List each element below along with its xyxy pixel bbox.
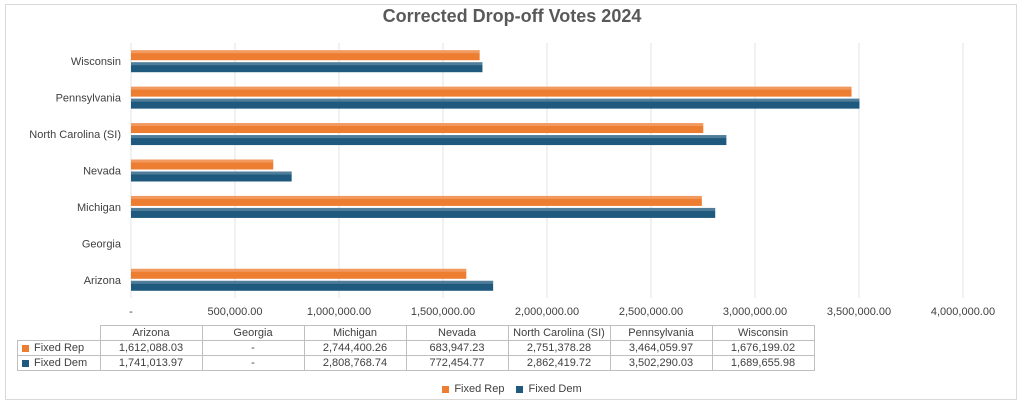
data-table-row-header: Fixed Dem <box>17 355 101 371</box>
legend-swatch <box>516 385 524 393</box>
bar-highlight <box>131 159 274 163</box>
bar-chart: Arizona Georgia Michigan Nevada North Caroli… <box>29 43 995 318</box>
x-tick-label: 3,000,000.00 <box>723 306 787 318</box>
bar-highlight <box>131 86 852 90</box>
category-label: Georgia <box>82 238 122 250</box>
x-tick-label: 3,500,000.00 <box>827 306 891 318</box>
bar-highlight <box>131 195 702 199</box>
data-table-cell: 1,612,088.03 <box>99 340 203 356</box>
legend-swatch <box>442 385 450 393</box>
data-table-cell: 2,862,419.72 <box>507 355 611 371</box>
bar-fixed-dem <box>131 171 292 182</box>
bar <box>131 195 702 206</box>
bar-highlight <box>131 135 727 139</box>
bar-highlight <box>131 98 860 102</box>
data-table-cell: 1,689,655.98 <box>711 355 815 371</box>
data-table-header: Arizona Georgia Michigan Nevada North Caroli… <box>17 325 815 341</box>
bars <box>131 50 860 291</box>
data-table-row: Fixed Dem 1,741,013.97-2,808,768.74 772,45… <box>17 355 815 371</box>
bar-fixed-dem <box>131 62 483 73</box>
bar <box>131 62 483 73</box>
data-table-column-header: Pennsylvania <box>609 325 713 341</box>
category-label: Arizona <box>84 275 122 287</box>
category-label: Pennsylvania <box>56 93 122 105</box>
bar-fixed-rep <box>131 123 704 134</box>
data-table-column-header: Michigan <box>303 325 407 341</box>
x-tick-label: 1,000,000.00 <box>307 306 371 318</box>
bar <box>131 268 467 279</box>
data-table-column-header: Wisconsin <box>711 325 815 341</box>
bar-highlight <box>131 280 494 284</box>
data-table-cell: 1,741,013.97 <box>99 355 203 371</box>
bar <box>131 280 494 291</box>
bar <box>131 135 727 146</box>
bar-fixed-rep <box>131 195 702 206</box>
bar-fixed-dem <box>131 280 494 291</box>
data-table-cell: 772,454.77 <box>405 355 509 371</box>
category-label: North Carolina (SI) <box>29 129 121 141</box>
x-tick-label: 500,000.00 <box>207 306 262 318</box>
chart-title: Corrected Drop-off Votes 2024 <box>382 6 642 26</box>
gridlines <box>130 43 964 298</box>
category-label: Michigan <box>77 202 121 214</box>
data-table-row: Fixed Rep 1,612,088.03-2,744,400.26 683,94… <box>17 340 815 356</box>
bar <box>131 207 716 218</box>
bar <box>131 50 480 61</box>
bar-highlight <box>131 62 483 66</box>
bar-fixed-dem <box>131 135 727 146</box>
data-table-column-header: Georgia <box>201 325 305 341</box>
data-table-cell: - <box>201 340 305 356</box>
x-tick-label: 1,500,000.00 <box>411 306 475 318</box>
tick-labels: - 500,000.00 1,000,000.00 1,500,000.00 2,000… <box>129 306 995 318</box>
x-tick-label: 2,500,000.00 <box>619 306 683 318</box>
legend-entry: Fixed Rep <box>442 383 504 395</box>
data-table: Arizona Georgia Michigan Nevada North Caroli… <box>17 325 815 371</box>
x-tick-label: 2,000,000.00 <box>515 306 579 318</box>
bar-fixed-dem <box>131 98 860 109</box>
data-table-cell: 2,744,400.26 <box>303 340 407 356</box>
x-tick-label: 4,000,000.00 <box>931 306 995 318</box>
bar <box>131 171 292 182</box>
data-table-cell: 683,947.23 <box>405 340 509 356</box>
bar-highlight <box>131 123 704 127</box>
bar-highlight <box>131 207 716 211</box>
bar-fixed-rep <box>131 159 274 170</box>
bar-fixed-rep <box>131 268 467 279</box>
data-table-column-header: Arizona <box>99 325 203 341</box>
bar-fixed-rep <box>131 86 852 97</box>
data-table-cell: 2,808,768.74 <box>303 355 407 371</box>
legend-entry: Fixed Dem <box>516 383 582 395</box>
legend-key <box>22 359 29 367</box>
data-table-column-header: Nevada <box>405 325 509 341</box>
category-label: Nevada <box>83 166 122 178</box>
bar-highlight <box>131 268 467 272</box>
x-tick-label: - <box>129 306 133 318</box>
data-table-cell: 2,751,378.28 <box>507 340 611 356</box>
category-label: Wisconsin <box>71 56 121 68</box>
data-table-row-header: Fixed Rep <box>17 340 101 356</box>
bar-fixed-dem <box>131 207 716 218</box>
legend: Fixed Rep Fixed Dem <box>0 383 1024 395</box>
bar-fixed-rep <box>131 50 480 61</box>
bar <box>131 98 860 109</box>
category-labels: Arizona Georgia Michigan Nevada North Caroli… <box>29 56 122 287</box>
bar-highlight <box>131 171 292 175</box>
bar <box>131 86 852 97</box>
data-table-cell: 1,676,199.02 <box>711 340 815 356</box>
bar <box>131 159 274 170</box>
data-table-cell: 3,502,290.03 <box>609 355 713 371</box>
legend-key <box>22 344 29 352</box>
data-table-cell: 3,464,059.97 <box>609 340 713 356</box>
data-table-cell: - <box>201 355 305 371</box>
data-table-column-header: North Carolina (SI) <box>507 325 611 341</box>
bar-highlight <box>131 50 480 54</box>
bar <box>131 123 704 134</box>
